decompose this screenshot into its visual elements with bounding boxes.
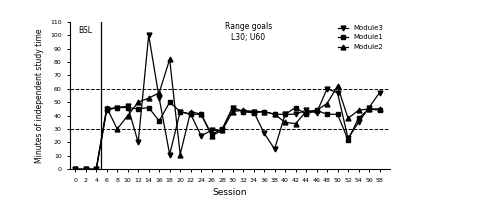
Module2 bbox=[124, 114, 130, 117]
Module3 bbox=[250, 110, 256, 113]
Module2 bbox=[345, 117, 351, 120]
Module3 bbox=[146, 34, 152, 36]
Module1 bbox=[146, 106, 152, 109]
Module1 bbox=[72, 168, 78, 171]
Module3 bbox=[156, 97, 162, 99]
Module1 bbox=[93, 168, 99, 171]
Module3 bbox=[303, 109, 309, 112]
Module2 bbox=[324, 102, 330, 105]
Text: Range goals
L30; U60: Range goals L30; U60 bbox=[224, 22, 272, 42]
Module3 bbox=[82, 168, 88, 171]
Line: Module1: Module1 bbox=[73, 100, 382, 172]
Module2 bbox=[93, 168, 99, 171]
Module1 bbox=[230, 106, 235, 109]
Module2 bbox=[303, 110, 309, 113]
Module3 bbox=[104, 108, 110, 110]
Module1 bbox=[219, 128, 225, 130]
Module1 bbox=[314, 109, 320, 112]
Module2 bbox=[166, 58, 172, 61]
Module2 bbox=[334, 85, 340, 87]
Module2 bbox=[177, 153, 183, 156]
Module2 bbox=[376, 108, 382, 110]
Module2 bbox=[314, 109, 320, 112]
Module1 bbox=[198, 113, 204, 116]
Module1 bbox=[356, 117, 362, 120]
Module1 bbox=[250, 112, 256, 114]
Module2 bbox=[146, 97, 152, 99]
Module2 bbox=[208, 134, 214, 137]
Module3 bbox=[261, 132, 267, 134]
Module1 bbox=[124, 106, 130, 109]
Module3 bbox=[282, 113, 288, 116]
Module3 bbox=[334, 92, 340, 94]
Module2 bbox=[230, 110, 235, 113]
Module3 bbox=[230, 106, 235, 109]
Module1 bbox=[292, 106, 298, 109]
Module2 bbox=[104, 106, 110, 109]
Module1 bbox=[82, 168, 88, 171]
Module2 bbox=[82, 168, 88, 171]
Module2 bbox=[156, 92, 162, 94]
Module2 bbox=[219, 129, 225, 132]
Y-axis label: Minutes of independent study time: Minutes of independent study time bbox=[36, 28, 44, 163]
Module1 bbox=[282, 113, 288, 116]
Module3 bbox=[188, 113, 194, 116]
Module2 bbox=[198, 113, 204, 116]
Module3 bbox=[324, 87, 330, 90]
Module3 bbox=[124, 105, 130, 107]
Module2 bbox=[366, 108, 372, 110]
Module1 bbox=[366, 108, 372, 110]
Module3 bbox=[219, 129, 225, 132]
Module2 bbox=[72, 168, 78, 171]
Module2 bbox=[240, 109, 246, 112]
Module1 bbox=[135, 108, 141, 110]
Text: BSL: BSL bbox=[78, 26, 92, 35]
Line: Module2: Module2 bbox=[73, 57, 382, 172]
Module3 bbox=[356, 121, 362, 124]
Module1 bbox=[272, 113, 278, 116]
Module2 bbox=[188, 110, 194, 113]
Module2 bbox=[292, 122, 298, 125]
Module1 bbox=[376, 109, 382, 112]
Legend: Module3, Module1, Module2: Module3, Module1, Module2 bbox=[335, 22, 386, 53]
Module3 bbox=[198, 134, 204, 137]
Module2 bbox=[272, 113, 278, 116]
Module3 bbox=[166, 153, 172, 156]
Module1 bbox=[156, 120, 162, 122]
Module2 bbox=[250, 110, 256, 113]
Module1 bbox=[188, 113, 194, 116]
Module1 bbox=[208, 133, 214, 136]
Module1 bbox=[177, 110, 183, 113]
Module2 bbox=[282, 121, 288, 124]
Module3 bbox=[240, 110, 246, 113]
Module3 bbox=[135, 141, 141, 144]
Module3 bbox=[345, 137, 351, 140]
Module1 bbox=[166, 101, 172, 104]
Module1 bbox=[114, 106, 120, 109]
Module1 bbox=[303, 113, 309, 116]
Module3 bbox=[292, 113, 298, 116]
Line: Module3: Module3 bbox=[73, 33, 382, 172]
Module1 bbox=[345, 138, 351, 141]
Module1 bbox=[240, 110, 246, 113]
Module2 bbox=[135, 101, 141, 104]
Module1 bbox=[324, 113, 330, 116]
Module3 bbox=[72, 168, 78, 171]
X-axis label: Session: Session bbox=[213, 188, 247, 197]
Module3 bbox=[376, 92, 382, 94]
Module3 bbox=[314, 112, 320, 114]
Module3 bbox=[93, 168, 99, 171]
Module3 bbox=[114, 106, 120, 109]
Module3 bbox=[366, 106, 372, 109]
Module1 bbox=[334, 113, 340, 116]
Module2 bbox=[114, 128, 120, 130]
Module3 bbox=[177, 110, 183, 113]
Module2 bbox=[261, 110, 267, 113]
Module2 bbox=[356, 109, 362, 112]
Module1 bbox=[261, 110, 267, 113]
Module3 bbox=[272, 148, 278, 150]
Module3 bbox=[208, 129, 214, 132]
Module1 bbox=[104, 109, 110, 112]
